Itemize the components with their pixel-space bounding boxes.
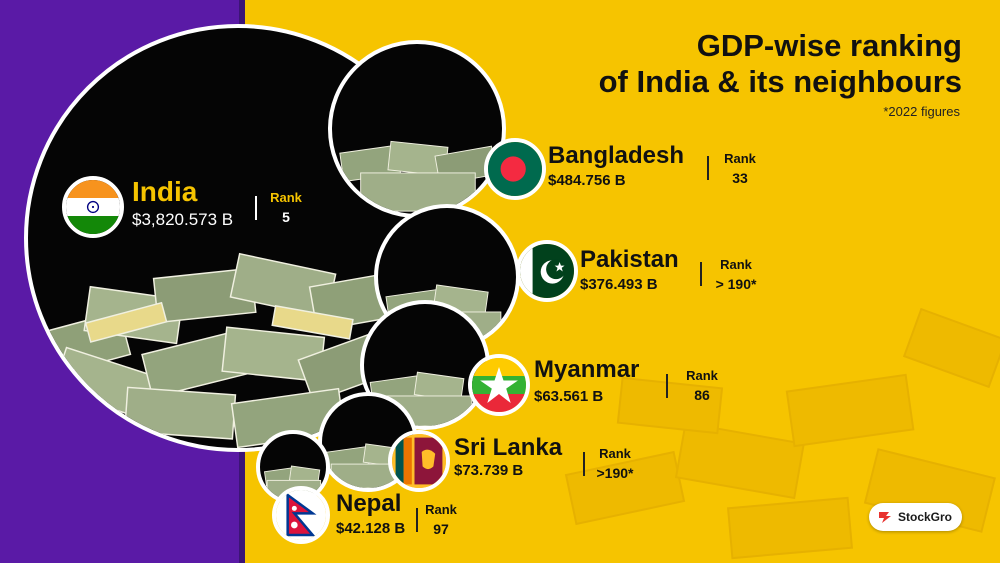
page-title: GDP-wise ranking of India & its neighbou…	[599, 28, 962, 100]
title-line-1: GDP-wise ranking	[696, 28, 962, 63]
nepal-rank: Rank 97	[420, 502, 462, 537]
title-line-2: of India & its neighbours	[598, 64, 962, 99]
india-name: India	[132, 176, 198, 207]
rank-label: Rank	[270, 190, 302, 205]
india-gdp: $3,820.573 B	[132, 210, 234, 229]
rank-value: 5	[282, 209, 290, 225]
myanmar-rank: Rank 86	[678, 368, 726, 403]
bangladesh-flag-icon	[484, 138, 546, 200]
pakistan-flag-icon	[516, 240, 578, 302]
nepal-gdp: $42.128 B	[336, 520, 406, 537]
sri-lanka-name: Sri Lanka	[454, 434, 563, 461]
rank-label: Rank	[720, 257, 752, 272]
money-pile-icon	[325, 443, 407, 488]
background-money-illustration	[564, 307, 1000, 560]
nepal-name: Nepal	[336, 490, 402, 517]
nepal-flag-icon	[272, 486, 330, 544]
rank-label: Rank	[425, 502, 457, 517]
myanmar-gdp: $63.561 B	[534, 388, 604, 405]
stockgro-logo: StockGro	[868, 503, 962, 531]
rank-label: Rank	[599, 446, 631, 461]
myanmar-flag-icon	[468, 354, 530, 416]
rank-value: 86	[694, 387, 710, 403]
bangladesh-name: Bangladesh	[548, 142, 685, 169]
india-rank: Rank 5	[262, 190, 310, 225]
logo-text: StockGro	[897, 510, 952, 524]
rank-value: > 190*	[715, 276, 757, 292]
rank-label: Rank	[686, 368, 718, 383]
figures-note: *2022 figures	[883, 104, 960, 119]
sri-lanka-flag-icon	[388, 430, 450, 492]
pakistan-name: Pakistan	[580, 246, 679, 273]
money-pile-icon	[339, 140, 497, 212]
sri-lanka-rank-divider	[583, 452, 585, 476]
myanmar-rank-divider	[666, 374, 668, 398]
india-rank-divider	[255, 196, 257, 220]
sri-lanka-gdp: $73.739 B	[454, 462, 524, 479]
pakistan-rank-divider	[700, 262, 702, 286]
rank-value: >190*	[596, 465, 634, 481]
rank-value: 97	[433, 521, 449, 537]
sri-lanka-rank: Rank >190*	[588, 446, 642, 481]
nepal-rank-divider	[416, 508, 418, 532]
money-pile-icon	[32, 252, 415, 448]
bangladesh-circle	[328, 40, 506, 218]
rank-value: 33	[732, 170, 748, 186]
bangladesh-rank: Rank 33	[716, 151, 764, 186]
bangladesh-gdp: $484.756 B	[548, 172, 626, 189]
stockgro-icon	[878, 512, 891, 523]
pakistan-rank: Rank > 190*	[706, 257, 766, 292]
myanmar-name: Myanmar	[534, 356, 640, 383]
rank-label: Rank	[724, 151, 756, 166]
india-flag-icon	[62, 176, 124, 238]
pakistan-gdp: $376.493 B	[580, 276, 658, 293]
bangladesh-rank-divider	[707, 156, 709, 180]
